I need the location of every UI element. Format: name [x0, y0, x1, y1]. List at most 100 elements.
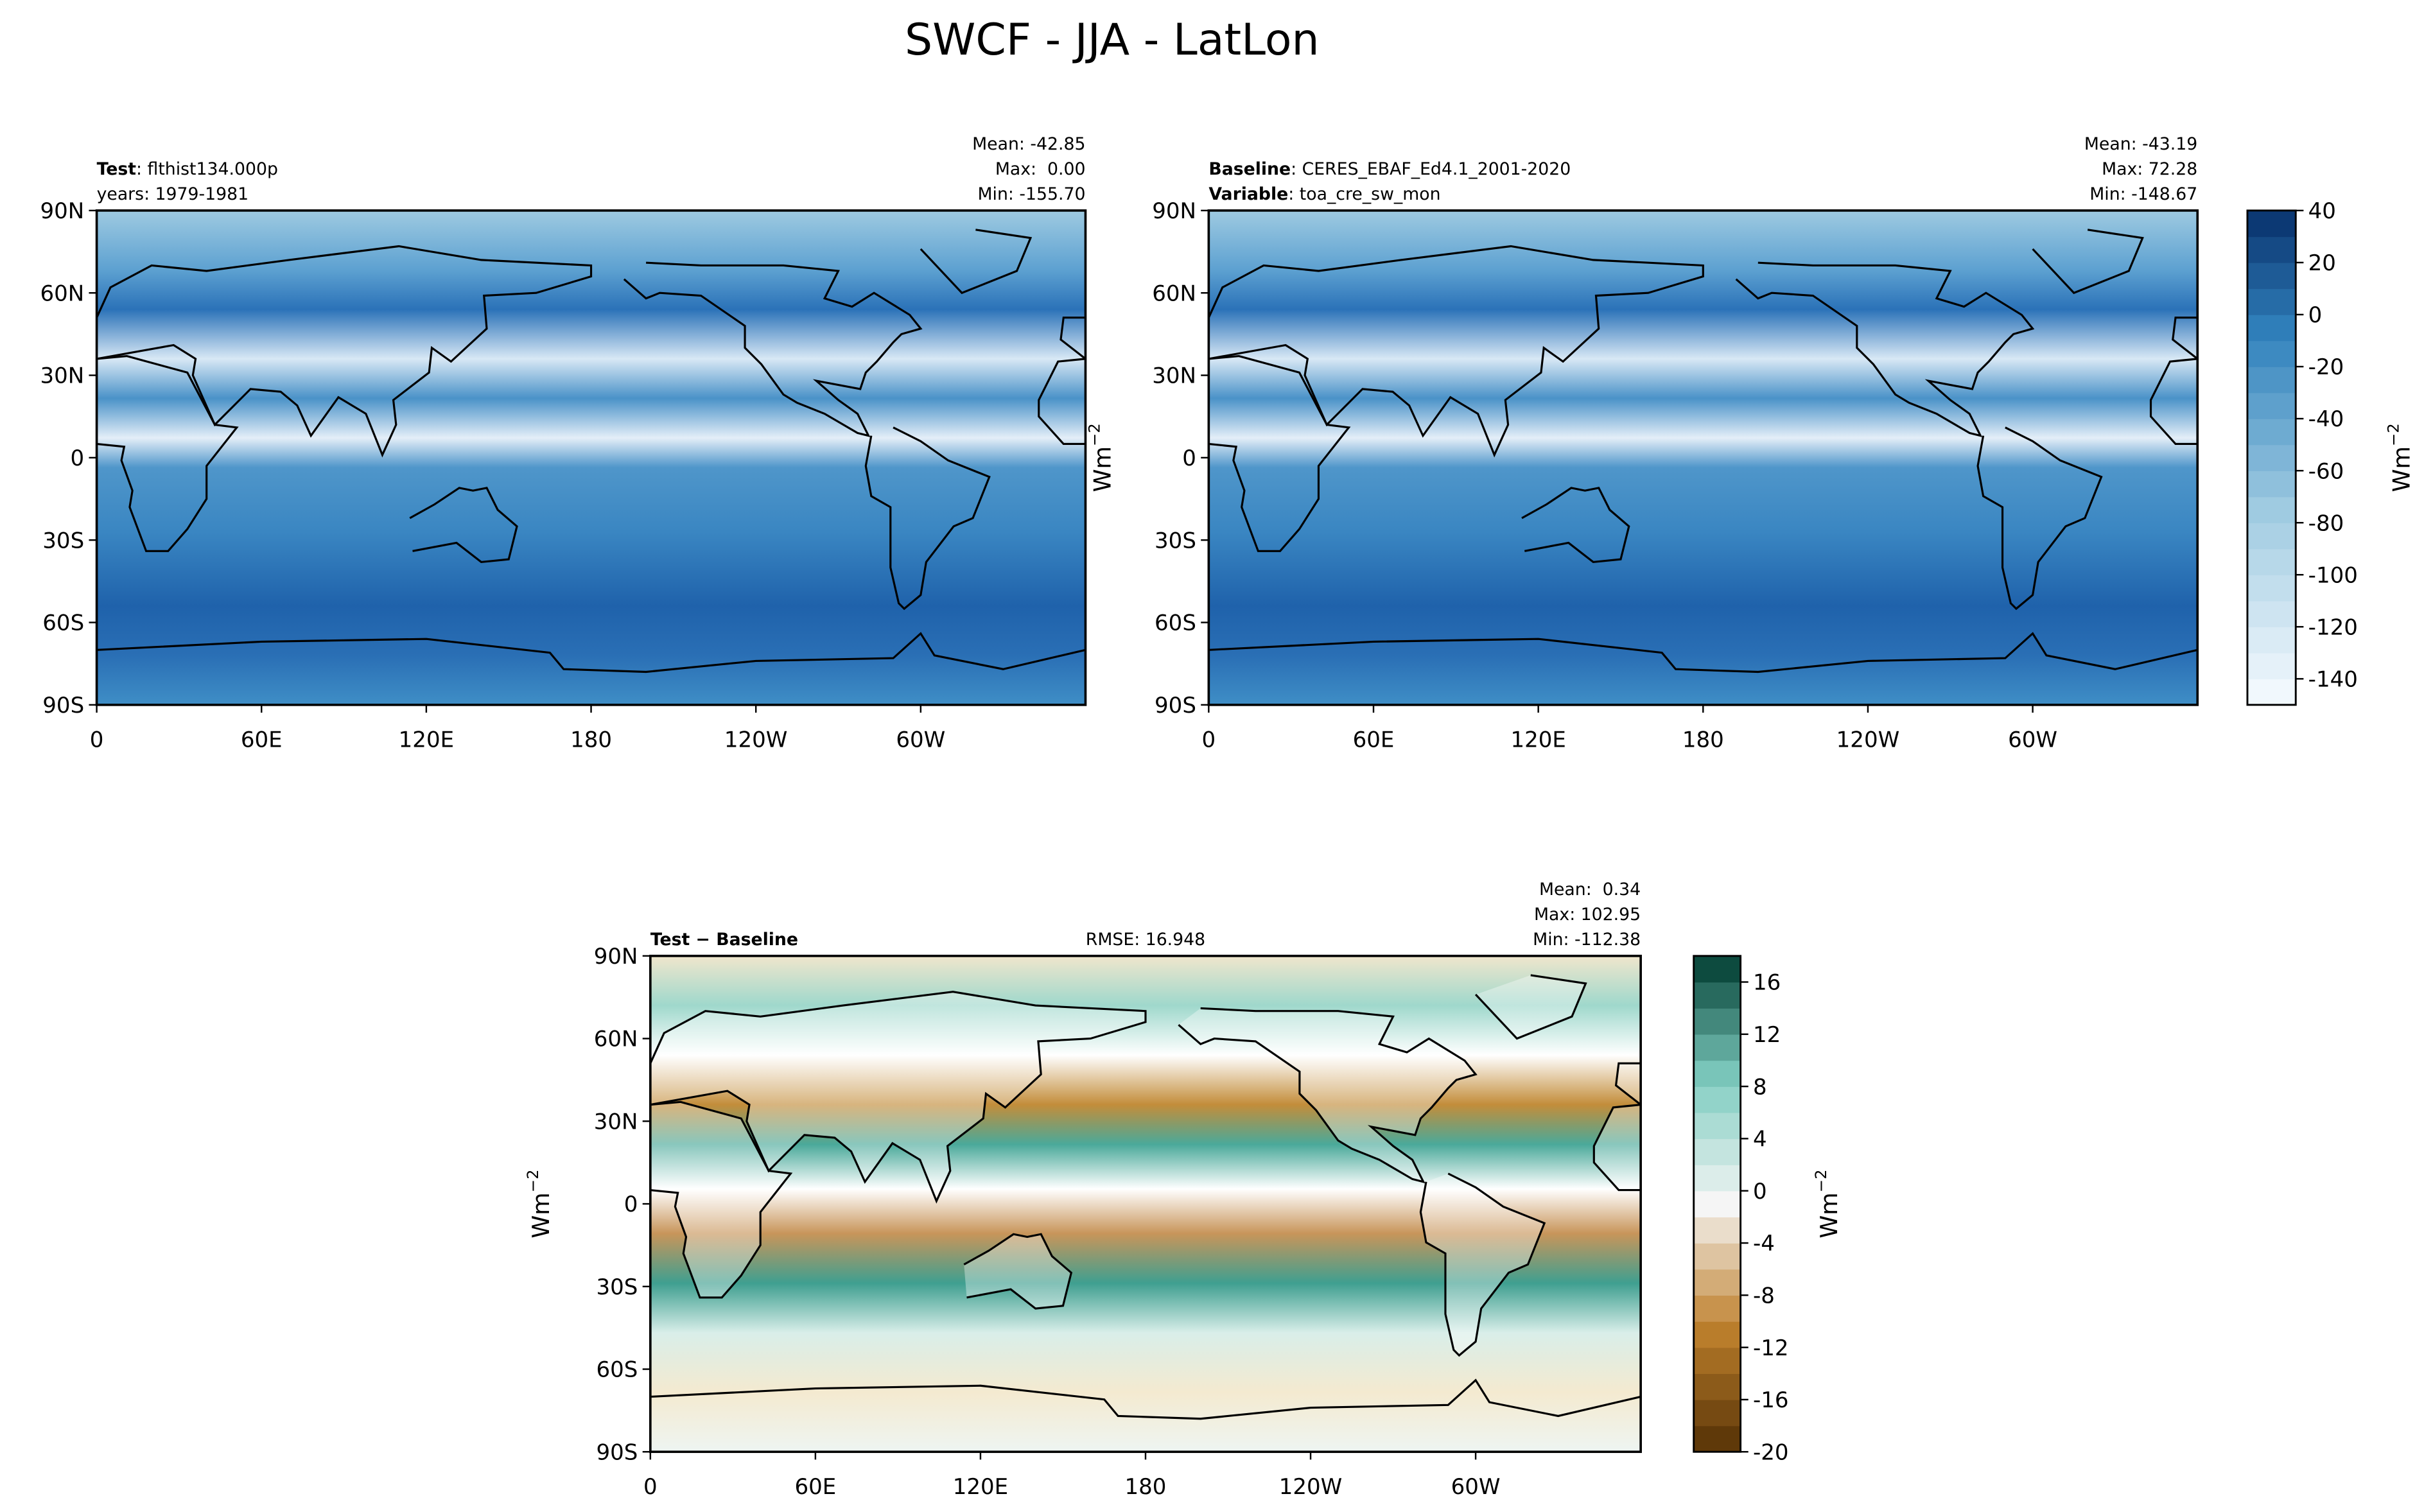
unit-exponent: −2	[2384, 423, 2403, 446]
colorbar-tick-label: 16	[1753, 970, 1781, 996]
x-tick-label: 60W	[2008, 727, 2057, 752]
y-tick-label: 30N	[594, 1109, 638, 1134]
y-tick-label: 90N	[1152, 198, 1196, 224]
y-tick-label: 60N	[594, 1027, 638, 1052]
colorbar-band	[1693, 1165, 1741, 1192]
coastline	[1178, 1007, 1478, 1184]
y-tick-label: 60N	[1152, 281, 1196, 306]
colorbar-tick-label: 4	[1753, 1127, 1767, 1152]
panel-header: Test: flthist134.000p	[97, 159, 278, 179]
colorbar-band	[2247, 314, 2296, 342]
y-tick-label: 60S	[42, 611, 84, 636]
colorbar-tick-label: 8	[1753, 1074, 1767, 1100]
colorbar-band	[2247, 575, 2296, 602]
colorbar-band	[1693, 1295, 1741, 1322]
y-tick-label: 90N	[40, 198, 84, 224]
coastline	[96, 632, 1086, 673]
colorbar-band	[2247, 548, 2296, 575]
unit: Wm	[1088, 446, 1116, 492]
colorbar-band	[1693, 982, 1741, 1009]
colorbar-band	[1693, 1060, 1741, 1087]
x-tick-label: 120W	[724, 727, 788, 752]
colorbar-band	[1693, 1034, 1741, 1061]
colorbar-band	[2247, 367, 2296, 394]
x-tick-label: 120E	[953, 1474, 1008, 1500]
colorbar-band	[1693, 1373, 1741, 1400]
colorbar-tick-label: -80	[2308, 510, 2344, 536]
x-tick-label: 0	[643, 1474, 658, 1500]
y-tick-label: 30S	[42, 528, 84, 553]
colorbar-band	[2247, 288, 2296, 315]
x-tick-label: 0	[1202, 727, 1216, 752]
x-tick-label: 120W	[1836, 727, 1900, 752]
colorbar-band	[2247, 210, 2296, 238]
coastline	[649, 991, 1147, 1204]
y-tick-label: 0	[1182, 446, 1196, 471]
coastline	[864, 426, 991, 611]
colorbar-band	[1693, 1112, 1741, 1140]
unit-label: Wm−2	[523, 1169, 555, 1238]
colorbar-band	[1693, 1425, 1741, 1452]
header-text: : flthist134.000p	[136, 159, 278, 179]
x-tick-label: 180	[1125, 1474, 1167, 1500]
colorbar-band	[1693, 1138, 1741, 1165]
y-tick-label: 30S	[1155, 528, 1196, 553]
header-text: years: 1979-1981	[97, 184, 249, 204]
x-tick-label: 60W	[896, 727, 945, 752]
coastline	[2032, 229, 2144, 295]
colorbar-band	[2247, 392, 2296, 419]
map-field	[650, 955, 1641, 1452]
colorbar-band	[2247, 496, 2296, 523]
figure-title: SWCF - JJA - LatLon	[905, 15, 1320, 65]
colorbar-band	[2247, 236, 2296, 263]
colorbar-tick-label: -60	[2308, 458, 2344, 484]
unit-exponent: −2	[1085, 423, 1103, 446]
colorbar-band	[1693, 1269, 1741, 1296]
unit-exponent: −2	[1811, 1169, 1830, 1192]
y-tick-label: 90N	[594, 944, 638, 969]
stat: Mean: 0.34	[1539, 880, 1641, 899]
coastline	[1060, 317, 1086, 360]
colorbar-band	[2247, 627, 2296, 654]
colorbar-band	[1693, 1190, 1741, 1218]
map-field	[1208, 210, 2198, 705]
y-tick-label: 60S	[597, 1357, 638, 1383]
y-tick-label: 60N	[40, 281, 84, 306]
y-tick-label: 90S	[1155, 693, 1196, 718]
colorbar-tick-label: -120	[2308, 614, 2358, 640]
colorbar-band	[2247, 444, 2296, 471]
y-tick-label: 0	[71, 446, 85, 471]
unit: Wm	[2388, 446, 2416, 492]
coastline	[96, 354, 239, 552]
coastline	[1735, 261, 2035, 438]
header-text: : CERES_EBAF_Ed4.1_2001-2020	[1291, 159, 1571, 179]
y-tick-label: 30N	[40, 363, 84, 389]
colorbar-tick-label: 40	[2308, 198, 2336, 224]
colorbar-band	[2247, 471, 2296, 498]
stat: Max: 72.28	[2102, 159, 2197, 179]
colorbar-tick-label: 0	[1753, 1179, 1767, 1204]
colorbar-frame	[2246, 209, 2297, 706]
x-tick-label: 120E	[1510, 727, 1565, 752]
colorbar-band	[2247, 340, 2296, 367]
colorbar-tick-label: 20	[2308, 250, 2336, 276]
x-tick-label: 120E	[399, 727, 454, 752]
coastline	[1592, 1104, 1641, 1192]
colorbar-band	[2247, 419, 2296, 446]
x-tick-label: 60E	[795, 1474, 837, 1500]
colorbar-tick-label: -12	[1753, 1335, 1789, 1361]
colorbar-band	[2247, 652, 2296, 680]
coastline	[96, 245, 593, 458]
coastline	[650, 1378, 1641, 1420]
stat: Min: -112.38	[1533, 930, 1641, 950]
unit: Wm	[1815, 1192, 1843, 1238]
colorbar-tick-label: -20	[1753, 1439, 1789, 1465]
colorbar-tick-label: -16	[1753, 1387, 1789, 1413]
colorbar-band	[1693, 1321, 1741, 1348]
colorbar-band	[1693, 1243, 1741, 1270]
unit-exponent: −2	[523, 1169, 542, 1192]
colorbar-band	[2247, 523, 2296, 550]
coastline	[1521, 487, 1630, 564]
stat: Max: 0.00	[995, 159, 1086, 179]
y-tick-label: 90S	[597, 1439, 638, 1465]
